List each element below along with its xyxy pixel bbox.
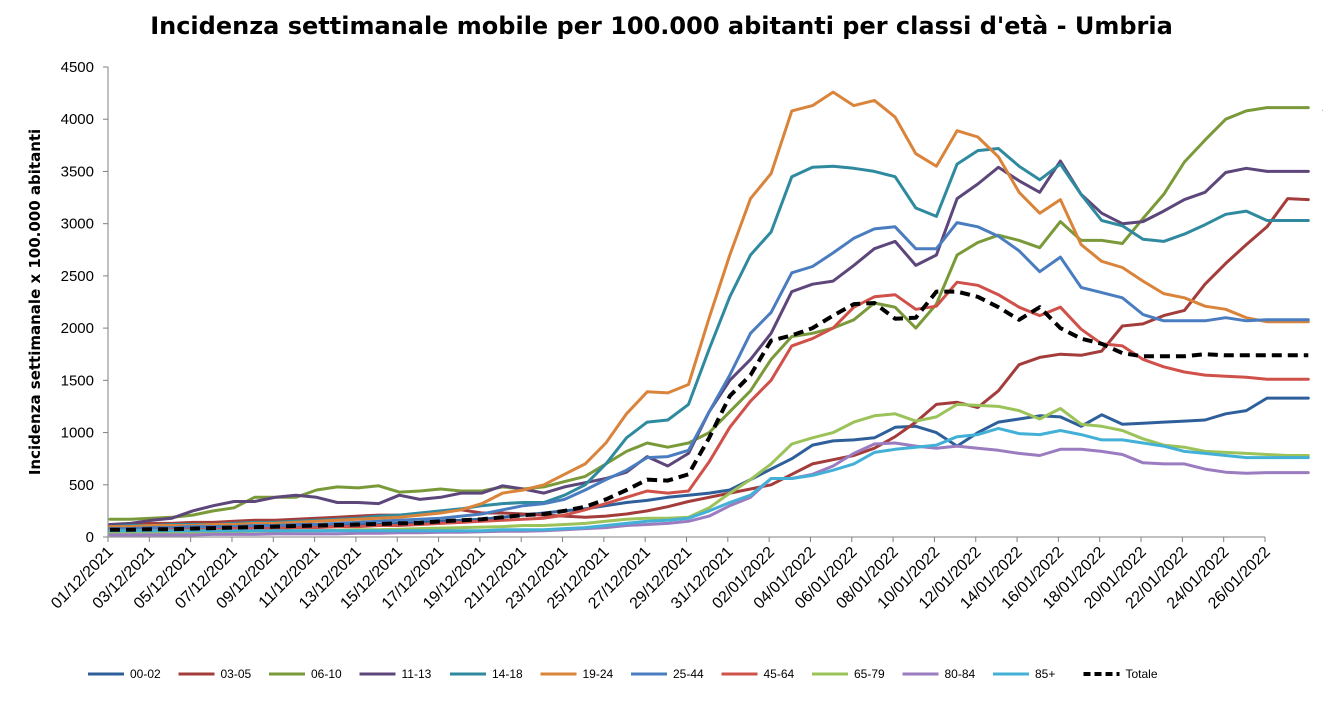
y-tick-label: 1500: [61, 372, 94, 389]
legend-label: 11-13: [402, 667, 432, 681]
legend-label: 45-64: [764, 667, 795, 681]
y-tick-label: 0: [86, 529, 94, 546]
series-line-80-84: [108, 441, 1310, 537]
y-tick-label: 3000: [61, 216, 94, 233]
y-tick-label: 1000: [61, 425, 94, 442]
y-tick-label: 3500: [61, 163, 94, 180]
y-axis-label: Incidenza settimanale x 100.000 abitanti: [26, 129, 44, 475]
series-line-06-10: [108, 106, 1310, 521]
series-line-14-18: [108, 147, 1310, 529]
legend-label: 85+: [1035, 667, 1055, 681]
series-layer: [108, 90, 1310, 537]
legend-label: 06-10: [311, 667, 342, 681]
y-tick-label: 4500: [61, 59, 94, 76]
y-tick-label: 4000: [61, 111, 94, 128]
legend-label: 65-79: [854, 667, 885, 681]
legend-label: 14-18: [492, 667, 523, 681]
series-line-25-44: [108, 221, 1310, 531]
legend-label: Totale: [1126, 667, 1158, 681]
y-tick-label: 2000: [61, 320, 94, 337]
legend: 00-02 03-05 06-10 11-13 14-18 19-24 25-44 45-64…: [88, 667, 1158, 681]
series-line-Totale: [110, 289, 1309, 532]
legend-label: 03-05: [221, 667, 252, 681]
legend-label: 80-84: [945, 667, 976, 681]
series-line-19-24: [108, 90, 1310, 529]
series-line-11-13: [108, 159, 1310, 526]
legend-label: 19-24: [583, 667, 614, 681]
series-line-03-05: [108, 197, 1310, 526]
y-tick-label: 2500: [61, 268, 94, 285]
chart-title: Incidenza settimanale mobile per 100.000…: [150, 12, 1173, 40]
series-line-85plus: [108, 426, 1310, 533]
legend-label: 00-02: [130, 667, 161, 681]
legend-label: 25-44: [673, 667, 704, 681]
y-tick-label: 500: [69, 477, 94, 494]
